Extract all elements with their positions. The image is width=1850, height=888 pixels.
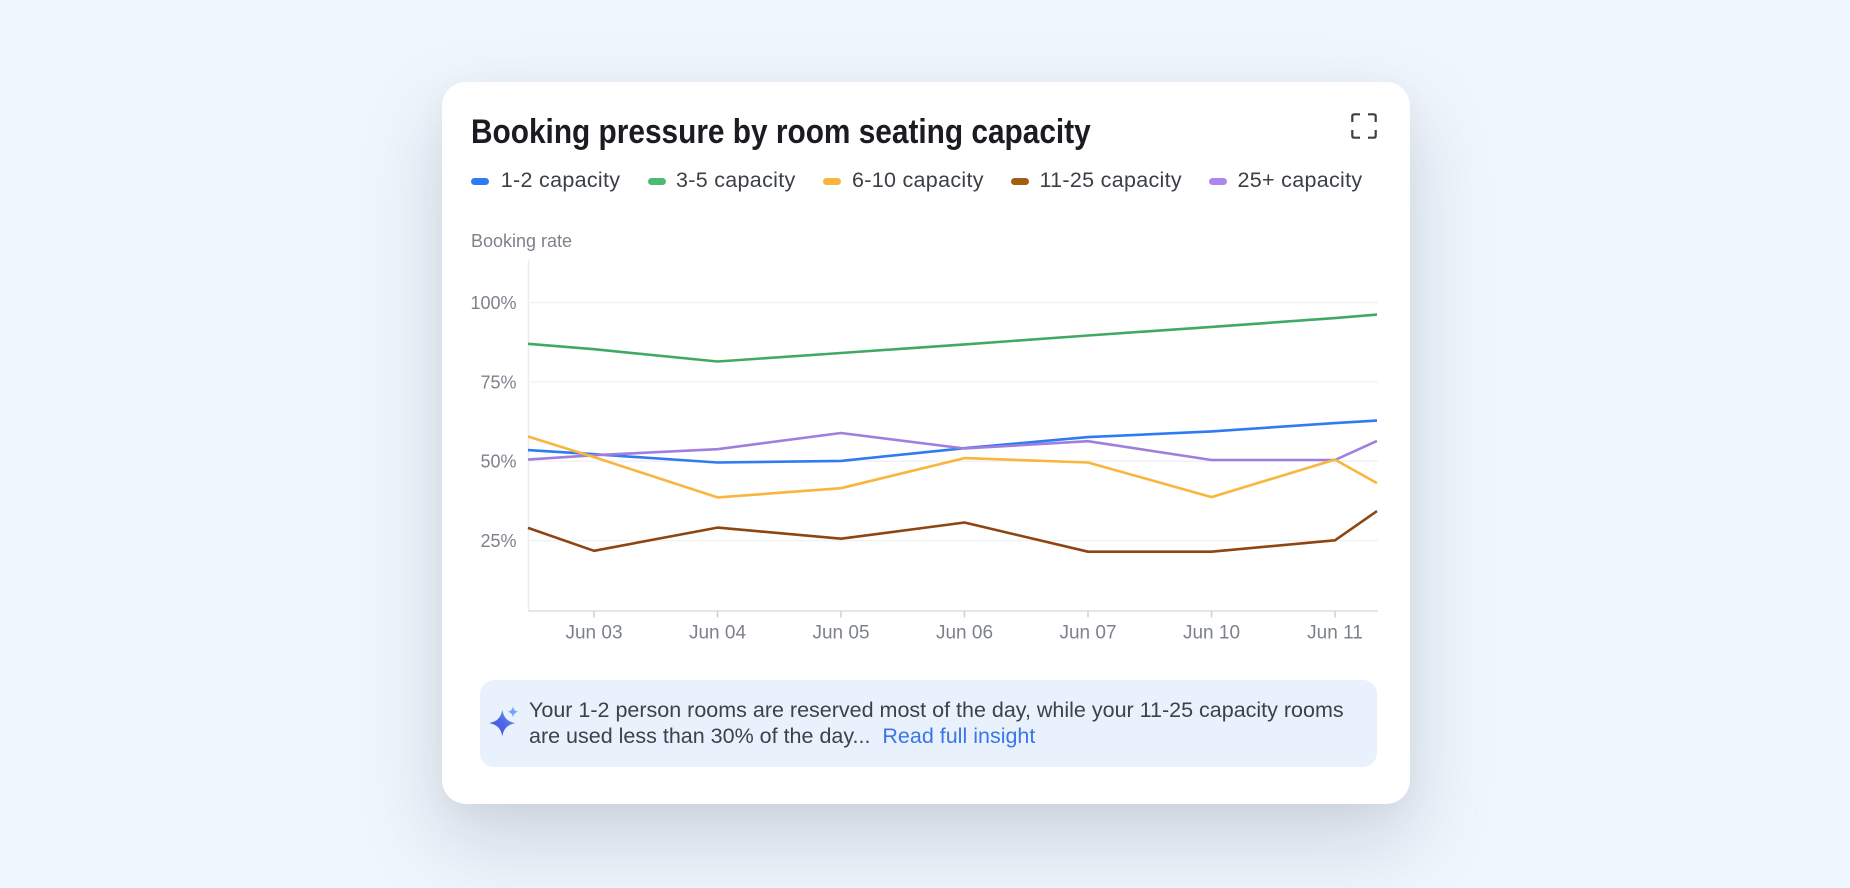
svg-text:100%: 100%	[470, 293, 516, 313]
svg-text:Jun 04: Jun 04	[689, 623, 746, 644]
svg-text:Jun 10: Jun 10	[1183, 623, 1240, 644]
svg-text:Jun 11: Jun 11	[1307, 623, 1363, 644]
svg-text:25%: 25%	[480, 531, 516, 551]
svg-text:Jun 06: Jun 06	[936, 623, 993, 644]
svg-text:Jun 03: Jun 03	[565, 623, 622, 644]
svg-text:75%: 75%	[480, 372, 516, 392]
svg-text:Jun 05: Jun 05	[812, 623, 869, 644]
svg-text:Jun 07: Jun 07	[1059, 623, 1116, 644]
svg-text:50%: 50%	[480, 452, 516, 472]
